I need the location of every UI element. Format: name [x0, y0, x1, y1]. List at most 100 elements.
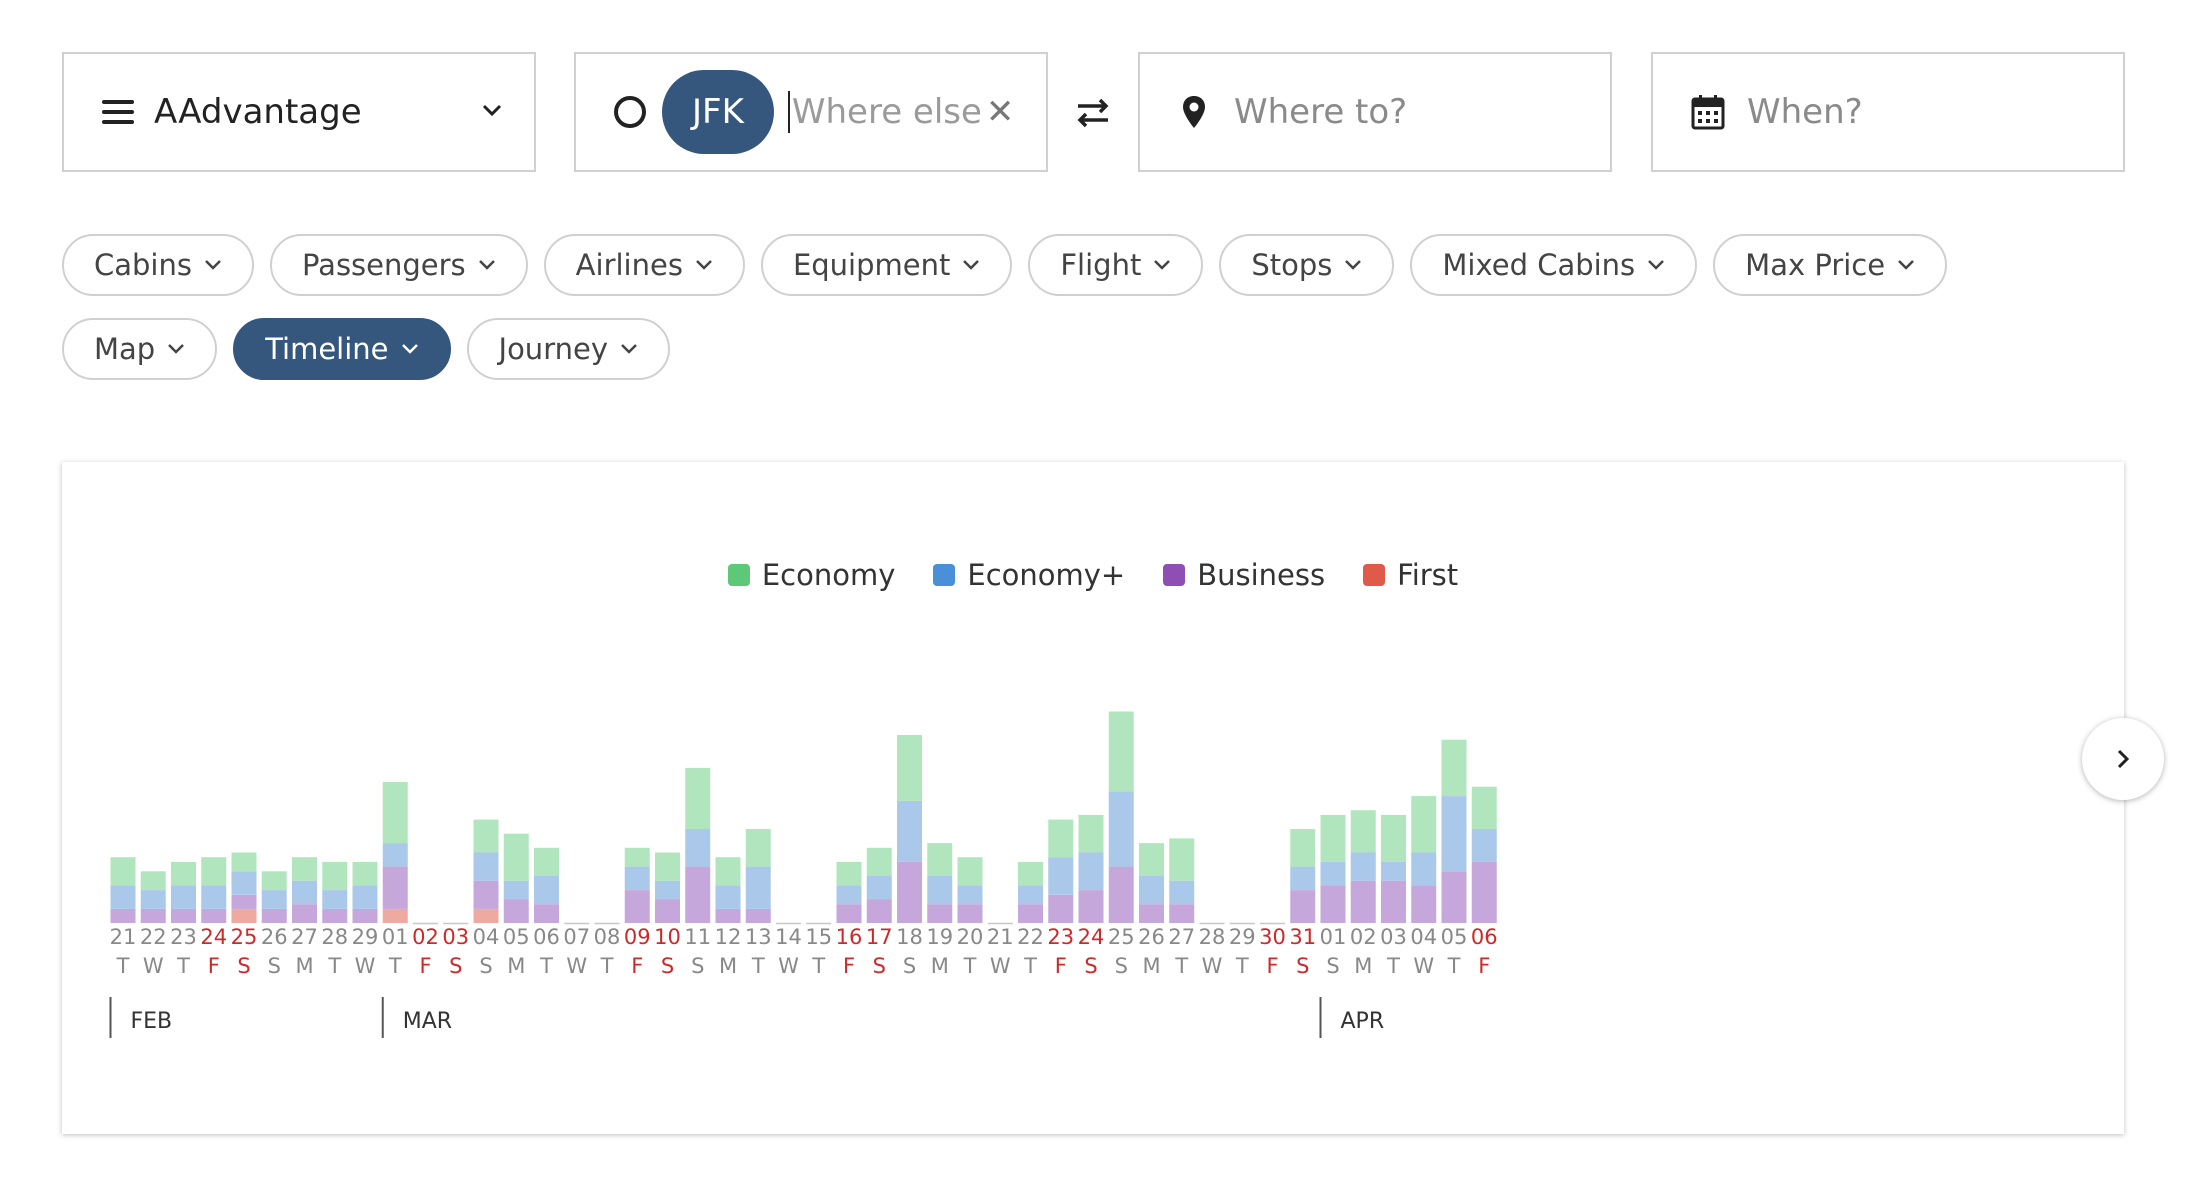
bar-day[interactable] — [1018, 861, 1043, 923]
weekday-label: F — [631, 954, 643, 978]
bar-segment-economy — [655, 852, 680, 881]
destination-field[interactable]: Where to? — [1138, 52, 1612, 172]
bar-day[interactable] — [171, 861, 196, 923]
filter-chip-equipment[interactable]: Equipment — [760, 234, 1013, 296]
bar-segment-economy — [382, 782, 408, 844]
bar-day[interactable] — [1411, 796, 1437, 923]
next-page-button[interactable] — [2082, 718, 2164, 800]
bar-day[interactable] — [1048, 819, 1074, 923]
hamburger-menu-icon — [102, 94, 134, 130]
weekday-label: F — [419, 954, 431, 978]
bar-day[interactable] — [1381, 814, 1406, 923]
bar-segment-economy — [1411, 796, 1437, 853]
bar-segment-economy-plus — [1350, 852, 1376, 881]
bar-day[interactable] — [322, 861, 348, 923]
bar-day[interactable] — [897, 735, 922, 923]
filter-chip-journey[interactable]: Journey — [466, 318, 670, 380]
bar-day[interactable] — [927, 843, 953, 923]
day-number-label: 26 — [1138, 925, 1165, 949]
bar-day[interactable] — [685, 767, 711, 923]
bar-segment-business — [1169, 904, 1195, 923]
bar-day[interactable] — [1290, 829, 1316, 923]
bar-segment-business — [1411, 885, 1437, 923]
bar-day[interactable] — [201, 857, 227, 923]
legend-first[interactable]: First — [1363, 558, 1458, 592]
bar-day[interactable] — [382, 782, 408, 923]
bar-segment-economy — [1078, 814, 1104, 853]
bar-day[interactable] — [715, 857, 741, 923]
bar-day[interactable] — [957, 857, 983, 923]
bar-day[interactable] — [1350, 810, 1376, 923]
bar-day[interactable] — [473, 819, 499, 923]
bar-day[interactable] — [140, 871, 166, 923]
bar-day[interactable] — [1078, 814, 1104, 923]
close-icon[interactable]: ✕ — [985, 92, 1015, 132]
bar-segment-economy-plus — [715, 885, 741, 909]
filter-chip-map[interactable]: Map — [62, 318, 218, 380]
bar-day[interactable] — [503, 833, 529, 923]
weekday-label: S — [691, 954, 704, 978]
bar-day[interactable] — [1320, 814, 1346, 923]
filter-chip-label: Passengers — [301, 248, 466, 282]
bar-segment-business — [1320, 885, 1346, 923]
bar-segment-first — [382, 908, 408, 923]
bar-day[interactable] — [231, 852, 257, 924]
weekday-label: F — [1478, 954, 1490, 978]
weekday-label: S — [449, 954, 462, 978]
bar-day[interactable] — [624, 847, 650, 923]
bar-day[interactable] — [292, 857, 317, 923]
origin-additional-input[interactable] — [787, 91, 984, 133]
day-number-label: 04 — [473, 925, 500, 949]
bar-segment-business — [1290, 890, 1316, 923]
filter-chip-airlines[interactable]: Airlines — [543, 234, 745, 296]
bar-day[interactable] — [352, 861, 378, 923]
bar-day[interactable] — [1108, 711, 1134, 924]
legend-business[interactable]: Business — [1163, 558, 1325, 592]
bar-day[interactable] — [261, 871, 287, 923]
date-field[interactable]: When? — [1651, 52, 2125, 172]
legend-label: Economy — [761, 558, 896, 592]
bar-day[interactable] — [836, 861, 862, 923]
day-number-label: 26 — [261, 925, 288, 949]
bar-segment-business — [292, 904, 317, 923]
bar-day[interactable] — [866, 847, 892, 923]
bar-day[interactable] — [745, 829, 771, 923]
weekday-label: S — [903, 954, 916, 978]
bar-day[interactable] — [1441, 739, 1467, 923]
day-number-label: 25 — [1108, 925, 1135, 949]
day-number-label: 04 — [1410, 925, 1437, 949]
filter-chip-timeline[interactable]: Timeline — [233, 318, 451, 380]
bar-segment-business — [1048, 894, 1074, 923]
bar-segment-economy — [715, 857, 741, 886]
bar-day[interactable] — [1169, 838, 1195, 923]
filter-chip-mixed-cabins[interactable]: Mixed Cabins — [1410, 234, 1698, 296]
bar-day[interactable] — [1139, 843, 1164, 923]
weekday-label: S — [1084, 954, 1097, 978]
bar-segment-economy-plus — [1381, 861, 1406, 881]
day-number-label: 13 — [745, 925, 772, 949]
bar-day[interactable] — [1471, 786, 1497, 923]
bar-segment-economy-plus — [1290, 866, 1316, 891]
filter-chip-stops[interactable]: Stops — [1219, 234, 1395, 296]
legend-economy-plus[interactable]: Economy+ — [933, 558, 1125, 592]
day-number-label: 06 — [1471, 925, 1498, 949]
bar-day[interactable] — [655, 852, 680, 924]
legend-label: Business — [1197, 558, 1326, 592]
legend-swatch-economy — [727, 564, 750, 586]
filter-chip-passengers[interactable]: Passengers — [269, 234, 528, 296]
bar-segment-economy — [231, 852, 257, 872]
origin-airport-chip[interactable]: JFK — [662, 70, 774, 154]
program-selector[interactable]: AAdvantage — [62, 52, 536, 172]
bar-segment-economy — [927, 843, 953, 876]
bar-day[interactable] — [110, 857, 136, 923]
origin-field[interactable]: JFK ✕ — [574, 52, 1048, 172]
legend-economy[interactable]: Economy — [727, 558, 896, 592]
filter-chip-max-price[interactable]: Max Price — [1713, 234, 1948, 296]
day-number-label: 31 — [1289, 925, 1316, 949]
bar-day[interactable] — [534, 847, 559, 923]
swap-icon[interactable] — [1072, 92, 1114, 134]
filter-chip-flight[interactable]: Flight — [1028, 234, 1204, 296]
day-number-label: 12 — [715, 925, 742, 949]
weekday-label: M — [295, 954, 313, 978]
filter-chip-cabins[interactable]: Cabins — [62, 234, 254, 296]
